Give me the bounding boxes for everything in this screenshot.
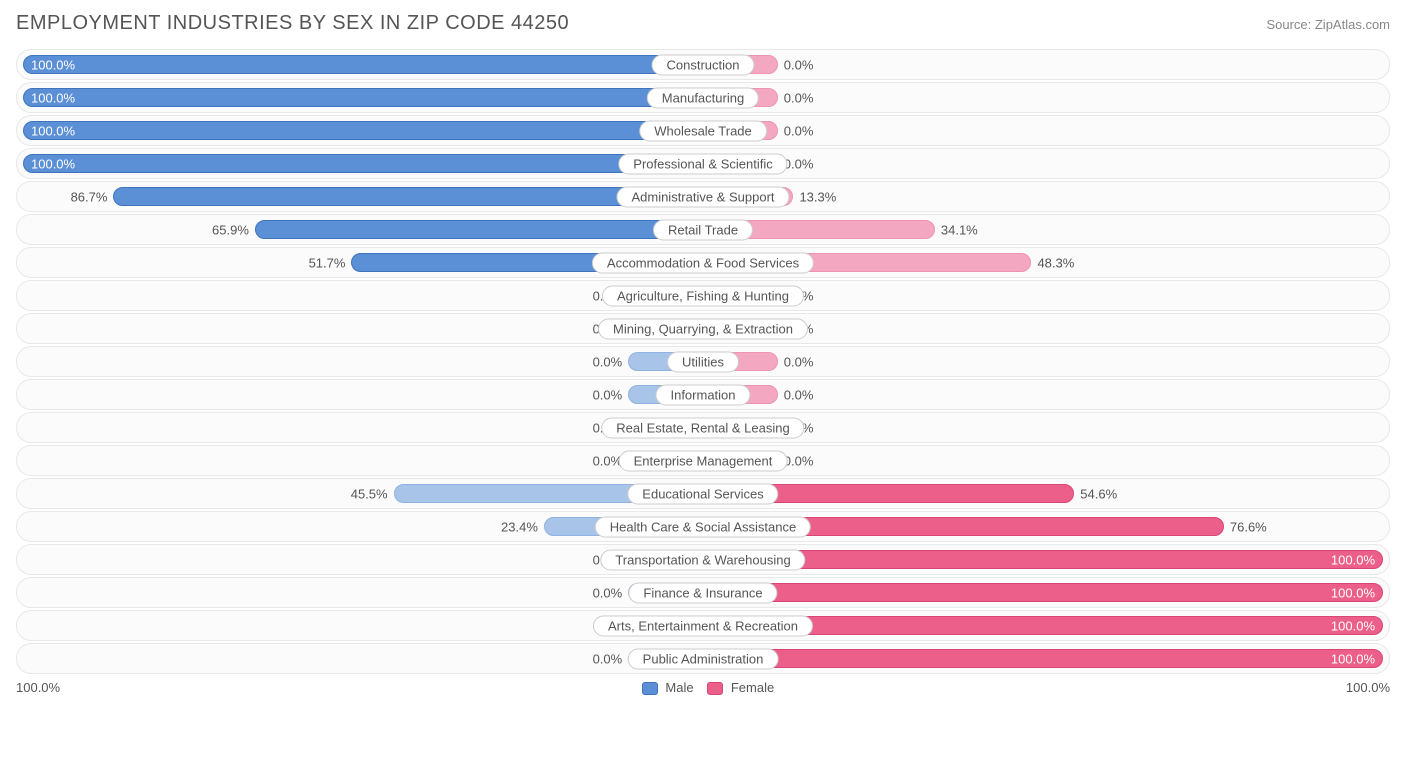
chart-row: 45.5% 54.6% Educational Services	[16, 478, 1390, 509]
value-male: 51.7%	[303, 255, 352, 270]
category-label: Administrative & Support	[616, 186, 789, 207]
chart-row: 0.0%0.0%Mining, Quarrying, & Extraction	[16, 313, 1390, 344]
category-label: Wholesale Trade	[639, 120, 767, 141]
category-label: Educational Services	[627, 483, 778, 504]
bar-male	[23, 55, 703, 74]
chart-row: 100.0% 0.0% Construction	[16, 49, 1390, 80]
value-male: 86.7%	[65, 189, 114, 204]
chart-row: 86.7% 13.3% Administrative & Support	[16, 181, 1390, 212]
value-male: 65.9%	[206, 222, 255, 237]
chart-title: EMPLOYMENT INDUSTRIES BY SEX IN ZIP CODE…	[16, 12, 569, 35]
axis-max-right: 100.0%	[1346, 680, 1390, 695]
chart-row: 51.7% 48.3% Accommodation & Food Services	[16, 247, 1390, 278]
legend: Male Female	[60, 680, 1346, 695]
legend-label-male: Male	[665, 680, 693, 695]
chart-row: 0.0% 0.0% Information	[16, 379, 1390, 410]
category-label: Retail Trade	[653, 219, 753, 240]
chart-row: 0.0%0.0%Enterprise Management	[16, 445, 1390, 476]
category-label: Health Care & Social Assistance	[595, 516, 811, 537]
value-female: 0.0%	[778, 387, 820, 402]
value-female: 13.3%	[793, 189, 842, 204]
value-male: 0.0%	[587, 651, 629, 666]
bar-male	[23, 121, 703, 140]
value-male: 100.0%	[23, 123, 83, 138]
value-female: 48.3%	[1031, 255, 1080, 270]
value-female: 54.6%	[1074, 486, 1123, 501]
value-female: 0.0%	[778, 57, 820, 72]
value-male: 0.0%	[587, 585, 629, 600]
value-female: 100.0%	[1323, 651, 1383, 666]
value-male: 0.0%	[587, 387, 629, 402]
category-label: Professional & Scientific	[618, 153, 787, 174]
bar-male	[255, 220, 703, 239]
value-male: 23.4%	[495, 519, 544, 534]
chart-row: 0.0%100.0%Arts, Entertainment & Recreati…	[16, 610, 1390, 641]
value-female: 100.0%	[1323, 618, 1383, 633]
diverging-bar-chart: 100.0% 0.0% Construction 100.0% 0.0% Manufact…	[16, 49, 1390, 674]
category-label: Accommodation & Food Services	[592, 252, 814, 273]
source-attribution: Source: ZipAtlas.com	[1266, 17, 1390, 32]
value-female: 0.0%	[778, 90, 820, 105]
value-female: 100.0%	[1323, 552, 1383, 567]
category-label: Mining, Quarrying, & Extraction	[598, 318, 808, 339]
bar-female	[703, 583, 1383, 602]
value-male: 0.0%	[587, 354, 629, 369]
value-male: 100.0%	[23, 57, 83, 72]
chart-row: 0.0% 100.0% Finance & Insurance	[16, 577, 1390, 608]
legend-swatch-female	[707, 682, 723, 695]
chart-row: 0.0%0.0%Agriculture, Fishing & Hunting	[16, 280, 1390, 311]
legend-label-female: Female	[731, 680, 774, 695]
chart-footer: 100.0% Male Female 100.0%	[16, 680, 1390, 695]
value-female: 0.0%	[778, 354, 820, 369]
value-female: 0.0%	[778, 123, 820, 138]
category-label: Enterprise Management	[619, 450, 788, 471]
category-label: Real Estate, Rental & Leasing	[601, 417, 804, 438]
category-label: Public Administration	[628, 648, 779, 669]
legend-swatch-male	[642, 682, 658, 695]
value-male: 45.5%	[345, 486, 394, 501]
value-female: 34.1%	[935, 222, 984, 237]
chart-row: 0.0%100.0%Transportation & Warehousing	[16, 544, 1390, 575]
chart-row: 0.0%0.0%Real Estate, Rental & Leasing	[16, 412, 1390, 443]
category-label: Agriculture, Fishing & Hunting	[602, 285, 804, 306]
value-male: 100.0%	[23, 156, 83, 171]
chart-row: 100.0% 0.0% Wholesale Trade	[16, 115, 1390, 146]
chart-row: 65.9% 34.1% Retail Trade	[16, 214, 1390, 245]
category-label: Information	[655, 384, 750, 405]
chart-row: 100.0%0.0%Professional & Scientific	[16, 148, 1390, 179]
category-label: Construction	[652, 54, 755, 75]
category-label: Arts, Entertainment & Recreation	[593, 615, 813, 636]
bar-male	[113, 187, 703, 206]
category-label: Finance & Insurance	[628, 582, 777, 603]
chart-row: 0.0% 0.0% Utilities	[16, 346, 1390, 377]
axis-max-left: 100.0%	[16, 680, 60, 695]
bar-female	[703, 649, 1383, 668]
chart-row: 100.0% 0.0% Manufacturing	[16, 82, 1390, 113]
chart-header: EMPLOYMENT INDUSTRIES BY SEX IN ZIP CODE…	[16, 12, 1390, 35]
category-label: Utilities	[667, 351, 739, 372]
category-label: Manufacturing	[647, 87, 759, 108]
chart-row: 0.0% 100.0% Public Administration	[16, 643, 1390, 674]
bar-male	[23, 88, 703, 107]
value-male: 100.0%	[23, 90, 83, 105]
category-label: Transportation & Warehousing	[600, 549, 805, 570]
value-female: 76.6%	[1224, 519, 1273, 534]
bar-male	[23, 154, 703, 173]
chart-row: 23.4% 76.6% Health Care & Social Assistanc…	[16, 511, 1390, 542]
value-female: 100.0%	[1323, 585, 1383, 600]
